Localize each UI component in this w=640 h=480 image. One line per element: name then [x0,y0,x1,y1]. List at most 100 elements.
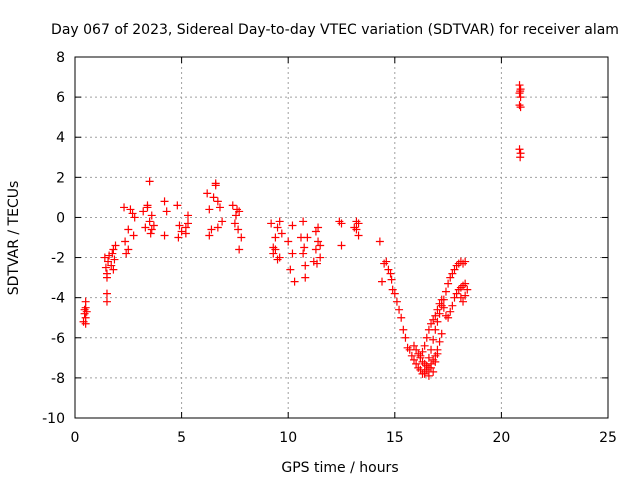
data-point [378,277,387,286]
x-tick-label: 20 [492,430,510,446]
data-point [429,315,438,324]
data-point [439,303,448,312]
y-tick-label: -2 [51,251,65,267]
data-point [463,285,472,294]
data-point [354,231,363,240]
data-point [433,349,442,358]
data-point [102,289,111,298]
data-point [183,219,192,228]
data-point [288,249,297,258]
data-point [424,325,433,334]
data-point [399,325,408,334]
data-point [146,229,155,238]
data-point [205,231,214,240]
data-point [422,365,431,374]
data-point [101,263,110,272]
data-point [211,179,220,188]
data-point [284,237,293,246]
data-point [108,249,117,258]
data-point [299,249,308,258]
data-point [516,153,525,162]
data-point [427,319,436,328]
data-point [275,253,284,262]
data-point [109,265,118,274]
y-tick-label: -4 [51,291,65,307]
data-point [183,211,192,220]
data-point [452,289,461,298]
data-point [300,243,309,252]
y-tick-label: -8 [51,371,65,387]
data-point [354,219,363,228]
data-point [121,237,130,246]
data-point [273,223,282,232]
y-tick-label: 8 [56,50,65,66]
data-point [228,201,237,210]
data-point [124,225,133,234]
data-point [429,367,438,376]
data-point [122,249,131,258]
data-point [352,225,361,234]
data-point [230,219,239,228]
data-point [102,297,111,306]
data-point [111,241,120,250]
y-axis-label: SDTVAR / TECUs [6,181,22,296]
data-point [352,217,361,226]
data-point [418,357,427,366]
data-point [141,223,150,232]
data-point [124,245,133,254]
data-point [301,261,310,270]
data-point [145,217,154,226]
data-point [143,203,152,212]
data-point [516,87,525,96]
x-tick-label: 5 [177,430,186,446]
data-point [515,145,524,154]
data-point [395,305,404,314]
data-point [420,369,429,378]
data-point [129,231,138,240]
data-point [79,317,88,326]
data-point [107,261,116,270]
data-point [444,279,453,288]
data-point [100,253,109,262]
data-point [181,229,190,238]
data-point [303,233,312,242]
data-point [301,273,310,282]
data-point [446,273,455,282]
data-point [414,363,423,372]
data-point [409,355,418,364]
data-point [386,269,395,278]
data-point [414,349,423,358]
data-point [130,213,139,222]
data-point [81,297,90,306]
data-point [450,265,459,274]
data-point [437,329,446,338]
data-point [218,217,227,226]
data-point [81,319,90,328]
data-point [104,257,113,266]
data-point [435,337,444,346]
data-point [422,333,431,342]
y-tick-label: 0 [56,210,65,226]
data-point [335,217,344,226]
grid-lines [75,57,608,418]
data-point [435,299,444,308]
data-point [145,177,154,186]
data-point [311,227,320,236]
data-point [174,233,183,242]
data-point [448,269,457,278]
data-point [275,217,284,226]
y-tick-label: -6 [51,331,65,347]
data-point [454,285,463,294]
data-point [515,89,524,98]
data-point [235,245,244,254]
data-point [312,259,321,268]
data-point [427,363,436,372]
data-point [403,343,412,352]
data-point [80,305,89,314]
plot-frame [74,56,609,419]
data-point [424,371,433,380]
data-point [277,229,286,238]
data-point [441,311,450,320]
data-point [459,297,468,306]
